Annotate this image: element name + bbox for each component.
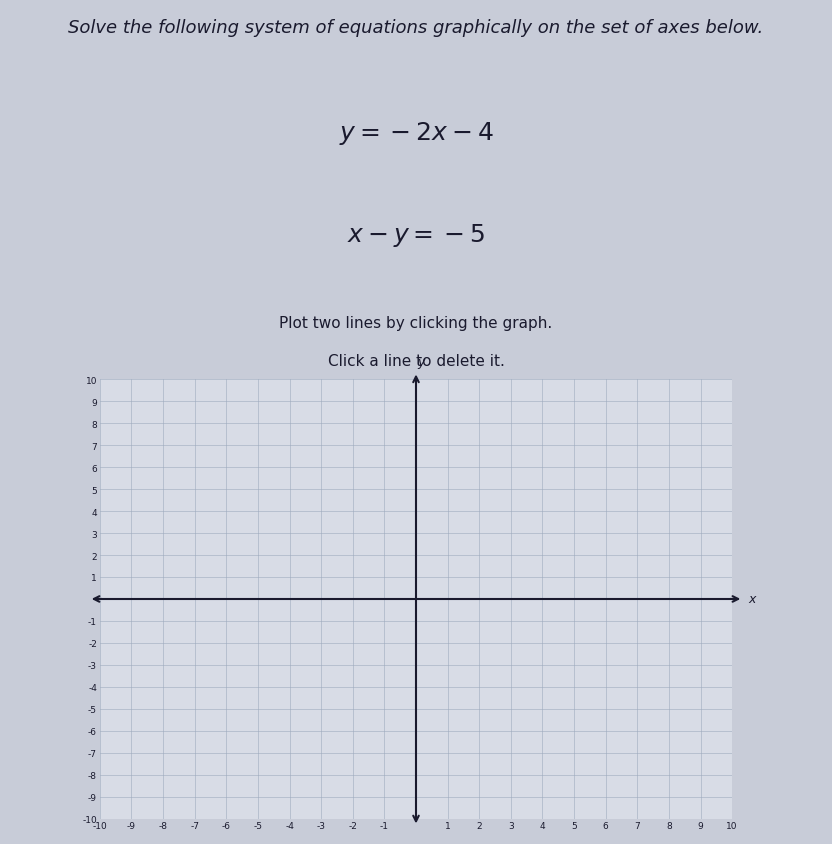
Text: $x - y = -5$: $x - y = -5$ xyxy=(347,222,485,249)
Text: Click a line to delete it.: Click a line to delete it. xyxy=(328,354,504,368)
Text: Solve the following system of equations graphically on the set of axes below.: Solve the following system of equations … xyxy=(68,19,764,37)
Text: $y = -2x - 4$: $y = -2x - 4$ xyxy=(339,120,493,146)
Text: y: y xyxy=(417,356,424,369)
Text: Plot two lines by clicking the graph.: Plot two lines by clicking the graph. xyxy=(280,316,552,330)
Text: x: x xyxy=(748,592,755,606)
